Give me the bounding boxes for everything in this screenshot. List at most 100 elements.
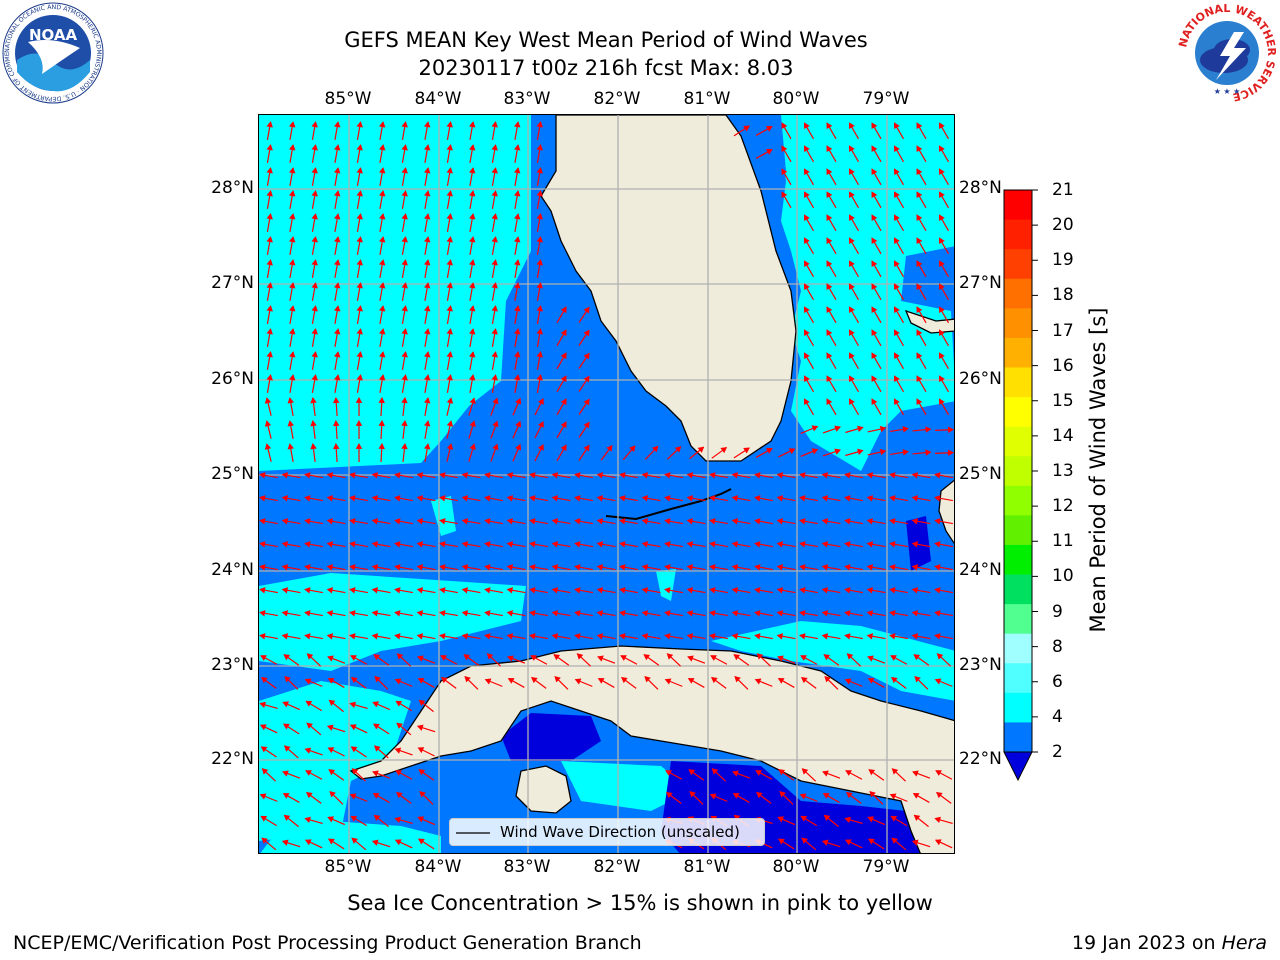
wave-direction-arrowhead bbox=[934, 587, 941, 594]
wave-direction-arrowhead bbox=[281, 472, 289, 479]
wave-direction-arrowhead bbox=[401, 351, 408, 358]
wave-direction-arrowhead bbox=[731, 564, 739, 571]
wave-direction-arrowhead bbox=[446, 144, 453, 151]
wave-direction-arrowhead bbox=[326, 472, 334, 479]
wave-direction-arrowhead bbox=[446, 282, 453, 289]
wave-direction-arrowhead bbox=[349, 610, 356, 617]
wave-direction-arrowhead bbox=[484, 541, 491, 548]
wave-direction-arrowhead bbox=[349, 472, 356, 479]
wave-direction-arrowhead bbox=[686, 610, 694, 617]
wave-direction-arrowhead bbox=[379, 282, 386, 289]
wave-direction-arrowhead bbox=[871, 237, 878, 245]
wave-direction-arrowhead bbox=[583, 306, 590, 314]
wave-direction-arrowhead bbox=[469, 397, 476, 404]
wave-direction-arrowhead bbox=[378, 396, 385, 404]
wave-direction-arrowhead bbox=[811, 448, 819, 455]
wave-direction-arrowhead bbox=[396, 722, 403, 729]
wave-direction-arrowhead bbox=[821, 495, 829, 502]
colorbar-tick-label: 10 bbox=[1052, 566, 1074, 587]
wave-direction-arrowhead bbox=[394, 541, 401, 548]
lat-label-right: 23°N bbox=[959, 655, 1002, 675]
wave-direction-arrowhead bbox=[799, 541, 806, 548]
wave-direction-arrowhead bbox=[866, 495, 874, 502]
ocean-wave-period-4-6 bbox=[259, 573, 526, 671]
svg-text:★ ★ ★: ★ ★ ★ bbox=[1214, 87, 1241, 96]
wave-direction-arrowhead bbox=[844, 564, 851, 571]
wave-direction-arrowhead bbox=[304, 678, 312, 685]
wave-direction-arrowhead bbox=[284, 675, 291, 683]
wave-direction-arrowhead bbox=[379, 236, 386, 243]
wave-direction-arrowhead bbox=[304, 518, 311, 525]
wave-direction-arrowhead bbox=[259, 564, 266, 571]
wave-direction-arrowhead bbox=[551, 587, 559, 594]
wave-direction-arrowhead bbox=[328, 769, 336, 776]
wave-direction-arrowhead bbox=[664, 541, 671, 548]
wave-direction-arrowhead bbox=[938, 214, 945, 222]
wave-direction-arrowhead bbox=[536, 351, 543, 358]
wave-direction-arrowhead bbox=[821, 541, 829, 548]
colorbar-band bbox=[1004, 663, 1032, 694]
wave-direction-arrowhead bbox=[287, 420, 294, 427]
wave-direction-arrowhead bbox=[349, 724, 357, 731]
wave-direction-arrowhead bbox=[826, 352, 833, 360]
wave-direction-arrowhead bbox=[349, 564, 356, 571]
wave-direction-arrowhead bbox=[334, 351, 341, 358]
lon-label-top: 82°W bbox=[593, 89, 641, 109]
wave-direction-arrowhead bbox=[334, 328, 341, 335]
graticule bbox=[259, 115, 954, 853]
wave-direction-arrowhead bbox=[893, 306, 900, 314]
wave-direction-arrowhead bbox=[461, 633, 469, 640]
colorbar-label: Mean Period of Wind Waves [s] bbox=[1086, 307, 1110, 633]
wave-direction-arrowhead bbox=[373, 814, 381, 821]
wave-direction-arrowhead bbox=[551, 472, 559, 479]
wave-direction-arrowhead bbox=[514, 213, 521, 220]
wave-direction-arrowhead bbox=[641, 587, 649, 594]
wave-direction-arrowhead bbox=[379, 305, 386, 312]
colorbar-tick-label: 12 bbox=[1052, 496, 1074, 517]
wave-direction-arrowhead bbox=[371, 587, 379, 594]
lat-label-left: 24°N bbox=[211, 560, 254, 580]
wave-direction-arrowhead bbox=[440, 655, 447, 661]
wave-direction-arrowhead bbox=[844, 678, 852, 685]
colorbar-band bbox=[1004, 515, 1032, 546]
wave-direction-arrowhead bbox=[911, 541, 919, 548]
wave-direction-arrowhead bbox=[514, 121, 521, 128]
wave-direction-arrowhead bbox=[893, 375, 900, 383]
wave-direction-arrowhead bbox=[289, 282, 296, 289]
wave-direction-arrowhead bbox=[826, 168, 833, 176]
wave-direction-arrowhead bbox=[333, 396, 340, 404]
wave-direction-arrowhead bbox=[491, 374, 498, 381]
legend-line-icon bbox=[456, 832, 490, 834]
wave-direction-arrowhead bbox=[491, 190, 498, 197]
lon-label-top: 83°W bbox=[503, 89, 551, 109]
wave-direction-arrowhead bbox=[755, 791, 763, 799]
wave-direction-arrowhead bbox=[803, 191, 810, 199]
wave-direction-arrowhead bbox=[283, 723, 290, 730]
wave-direction-arrowhead bbox=[469, 420, 476, 427]
wave-direction-arrowhead bbox=[356, 190, 363, 197]
wave-direction-arrowhead bbox=[560, 352, 567, 360]
wave-direction-arrowhead bbox=[304, 610, 311, 617]
wave-direction-arrowhead bbox=[260, 746, 268, 753]
wave-direction-arrowhead bbox=[306, 653, 314, 660]
wave-direction-arrowhead bbox=[439, 587, 446, 594]
wave-direction-arrowhead bbox=[574, 610, 581, 617]
colorbar-band bbox=[1004, 692, 1032, 723]
wave-direction-arrowhead bbox=[687, 655, 694, 662]
wave-direction-arrowhead bbox=[560, 421, 567, 429]
wave-direction-arrowhead bbox=[394, 587, 401, 594]
wave-direction-arrowhead bbox=[514, 305, 521, 312]
wave-direction-arrowhead bbox=[811, 425, 819, 432]
wave-direction-arrowhead bbox=[801, 837, 808, 844]
wave-direction-arrowhead bbox=[289, 144, 296, 151]
wave-direction-arrowhead bbox=[934, 541, 941, 548]
wave-direction-arrowhead bbox=[446, 351, 453, 358]
wave-direction-arrowhead bbox=[281, 541, 289, 548]
wave-direction-arrowhead bbox=[394, 678, 402, 685]
wave-direction-arrowhead bbox=[372, 770, 379, 777]
colorbar-tick-label: 9 bbox=[1052, 601, 1063, 622]
wave-direction-arrowhead bbox=[844, 610, 851, 617]
wave-direction-arrowhead bbox=[826, 329, 833, 337]
wave-direction-arrowhead bbox=[934, 610, 941, 617]
wave-direction-arrowhead bbox=[379, 259, 386, 266]
